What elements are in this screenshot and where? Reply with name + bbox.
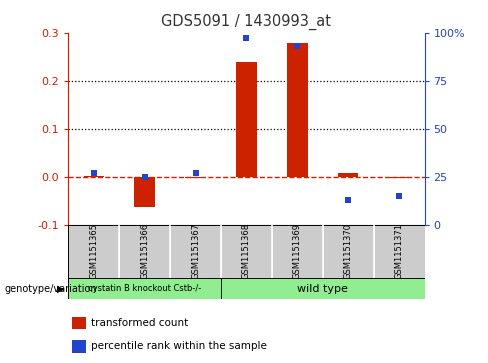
Text: percentile rank within the sample: percentile rank within the sample — [91, 341, 267, 351]
Bar — [389, 177, 409, 178]
Bar — [170, 225, 221, 278]
Text: GSM1151371: GSM1151371 — [395, 223, 404, 280]
Bar — [374, 225, 425, 278]
Text: transformed count: transformed count — [91, 318, 189, 328]
Bar — [185, 177, 206, 178]
Title: GDS5091 / 1430993_at: GDS5091 / 1430993_at — [162, 14, 331, 30]
Bar — [72, 317, 86, 329]
Bar — [72, 340, 86, 352]
Bar — [236, 61, 257, 177]
Text: GSM1151370: GSM1151370 — [344, 223, 353, 280]
Bar — [323, 225, 374, 278]
Text: GSM1151369: GSM1151369 — [293, 223, 302, 280]
Text: GSM1151368: GSM1151368 — [242, 223, 251, 280]
Bar — [338, 173, 358, 177]
Bar — [68, 225, 119, 278]
Bar — [135, 177, 155, 207]
Text: wild type: wild type — [297, 284, 348, 294]
Bar — [221, 278, 425, 299]
Text: GSM1151367: GSM1151367 — [191, 223, 200, 280]
Text: ▶: ▶ — [57, 284, 65, 294]
Text: genotype/variation: genotype/variation — [5, 284, 98, 294]
Text: cystatin B knockout Cstb-/-: cystatin B knockout Cstb-/- — [88, 284, 201, 293]
Bar — [272, 225, 323, 278]
Text: GSM1151366: GSM1151366 — [140, 223, 149, 280]
Bar — [83, 176, 104, 177]
Bar — [287, 43, 307, 177]
Bar — [68, 278, 221, 299]
Bar — [221, 225, 272, 278]
Bar — [119, 225, 170, 278]
Text: GSM1151365: GSM1151365 — [89, 223, 98, 280]
